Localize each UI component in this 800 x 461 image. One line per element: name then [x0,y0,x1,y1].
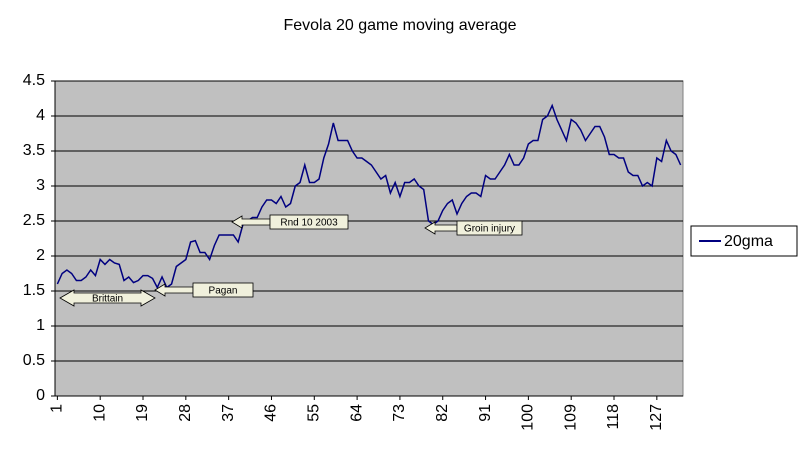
x-tick-label: 100 [520,404,537,431]
chart-title: Fevola 20 game moving average [283,17,516,34]
y-tick-label: 4 [36,107,45,124]
y-tick-label: 1 [36,317,45,334]
y-tick-label: 0 [36,387,45,404]
x-tick-label: 82 [434,404,451,422]
annotation: Brittain [92,294,123,305]
legend-label: 20gma [724,233,773,250]
line-series [56,103,682,290]
y-tick-label: 2 [36,247,45,264]
x-tick-label: 37 [220,404,237,422]
callout-arrow [231,215,271,229]
annotation: Groin injury [464,224,515,235]
y-tick-label: 3.5 [23,142,45,159]
callout-box [269,214,349,230]
annotation: Rnd 10 2003 [280,218,338,229]
callout-box [456,220,523,236]
y-tick-label: 0.5 [23,352,45,369]
x-tick-label: 10 [91,404,108,422]
x-tick-label: 55 [306,404,323,422]
plot-area [54,80,684,397]
callout-arrow [154,283,194,297]
x-tick-label: 73 [391,404,408,422]
x-tick-label: 19 [134,404,151,422]
callout-arrow [59,289,156,307]
callout-arrow [424,221,458,235]
callout-box [192,282,254,298]
x-tick-label: 46 [263,404,280,422]
y-tick-label: 1.5 [23,282,45,299]
x-tick-label: 91 [477,404,494,422]
y-tick-label: 3 [36,177,45,194]
x-tick-label: 118 [605,404,622,430]
annotation: Pagan [209,286,238,297]
x-tick-label: 127 [648,404,665,431]
x-tick-label: 1 [49,404,66,413]
y-tick-label: 2.5 [23,212,45,229]
x-tick-label: 64 [348,404,365,422]
x-tick-label: 109 [562,404,579,431]
x-tick-label: 28 [177,404,194,422]
y-tick-label: 4.5 [23,72,45,89]
